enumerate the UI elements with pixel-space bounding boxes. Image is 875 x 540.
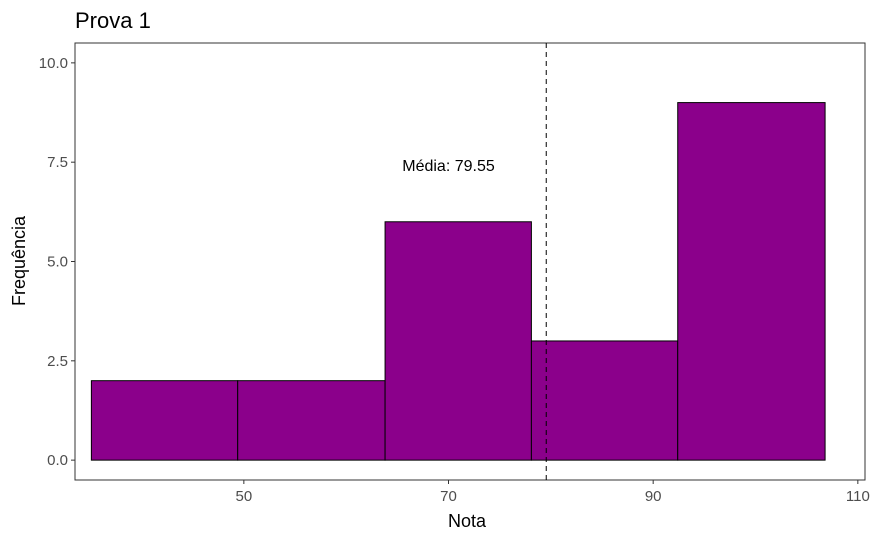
- y-tick-label: 5.0: [47, 254, 68, 271]
- histogram-bar-2: [237, 380, 386, 461]
- x-axis-title: Nota: [448, 511, 487, 531]
- x-tick-label: 70: [440, 488, 457, 505]
- histogram-bar-1: [90, 380, 239, 461]
- plot-area: Média: 79.55: [74, 42, 866, 481]
- x-tick-label: 90: [645, 488, 662, 505]
- y-tick-label: 0.0: [47, 452, 68, 469]
- x-tick-label: 110: [846, 488, 870, 505]
- y-axis: 0.0 2.5 5.0 7.5 10.0: [39, 55, 75, 469]
- y-tick-label: 10.0: [39, 55, 68, 72]
- y-axis-title: Frequência: [9, 215, 29, 306]
- bars-group: [90, 102, 826, 461]
- y-tick-label: 2.5: [47, 353, 68, 370]
- histogram-bar-4: [530, 340, 679, 461]
- mean-annotation: Média: 79.55: [402, 158, 495, 175]
- x-tick-label: 50: [236, 488, 253, 505]
- histogram-bar-3: [384, 221, 532, 461]
- histogram-bar-5: [677, 102, 826, 461]
- x-axis: 50 70 90 110: [236, 480, 870, 505]
- chart-title: Prova 1: [75, 8, 151, 33]
- y-tick-label: 7.5: [47, 154, 68, 171]
